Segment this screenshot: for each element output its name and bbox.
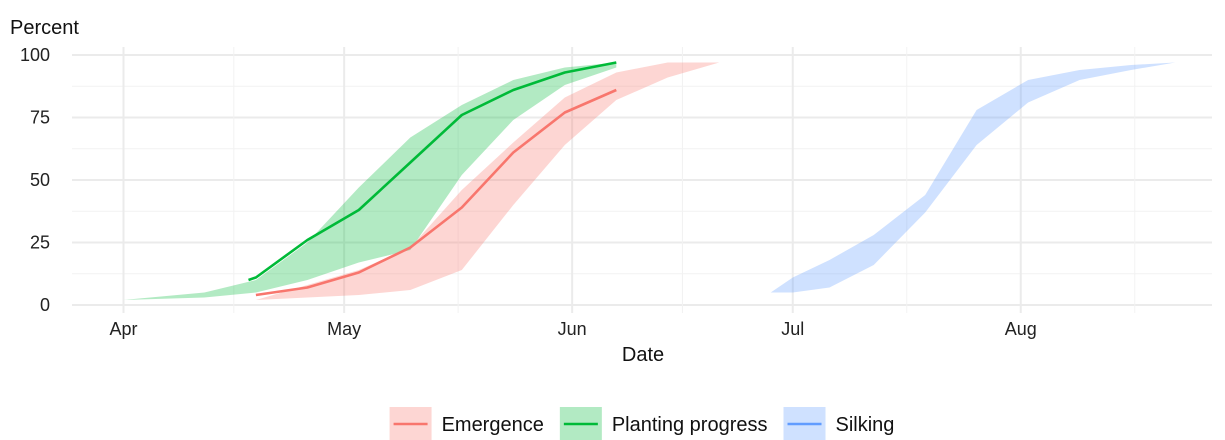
legend: Emergence Planting progress Silking [389,407,895,440]
silking-band [770,62,1176,293]
y-tick-label: 0 [40,295,50,315]
legend-item-planting-progress: Planting progress [559,407,768,440]
y-axis-title: Percent [10,17,79,39]
planting-progress-band [123,62,617,300]
emergence-line [255,88,617,297]
x-axis-title: Date [622,344,664,366]
x-tick-label: Aug [1005,319,1037,339]
x-tick-label: Apr [109,319,137,339]
y-tick-label: 25 [30,233,50,253]
legend-label-planting-progress: Planting progress [612,414,768,436]
x-tick-label: May [327,319,361,339]
planting-progress-line [248,61,617,282]
y-tick-label: 75 [30,108,50,128]
x-tick-label: Jul [781,319,804,339]
legend-label-emergence: Emergence [442,414,544,436]
legend-label-silking: Silking [836,414,895,436]
series-lines [248,61,617,297]
x-axis-ticks: Apr May Jun Jul Aug [109,319,1036,339]
grid-lines [72,47,1212,313]
y-tick-label: 100 [20,45,50,65]
x-tick-label: Jun [558,319,587,339]
series-bands [123,62,1176,300]
legend-item-emergence: Emergence [389,407,544,440]
y-axis-ticks: 0 25 50 75 100 [20,45,50,315]
y-tick-label: 50 [30,170,50,190]
legend-item-silking: Silking [783,407,895,440]
